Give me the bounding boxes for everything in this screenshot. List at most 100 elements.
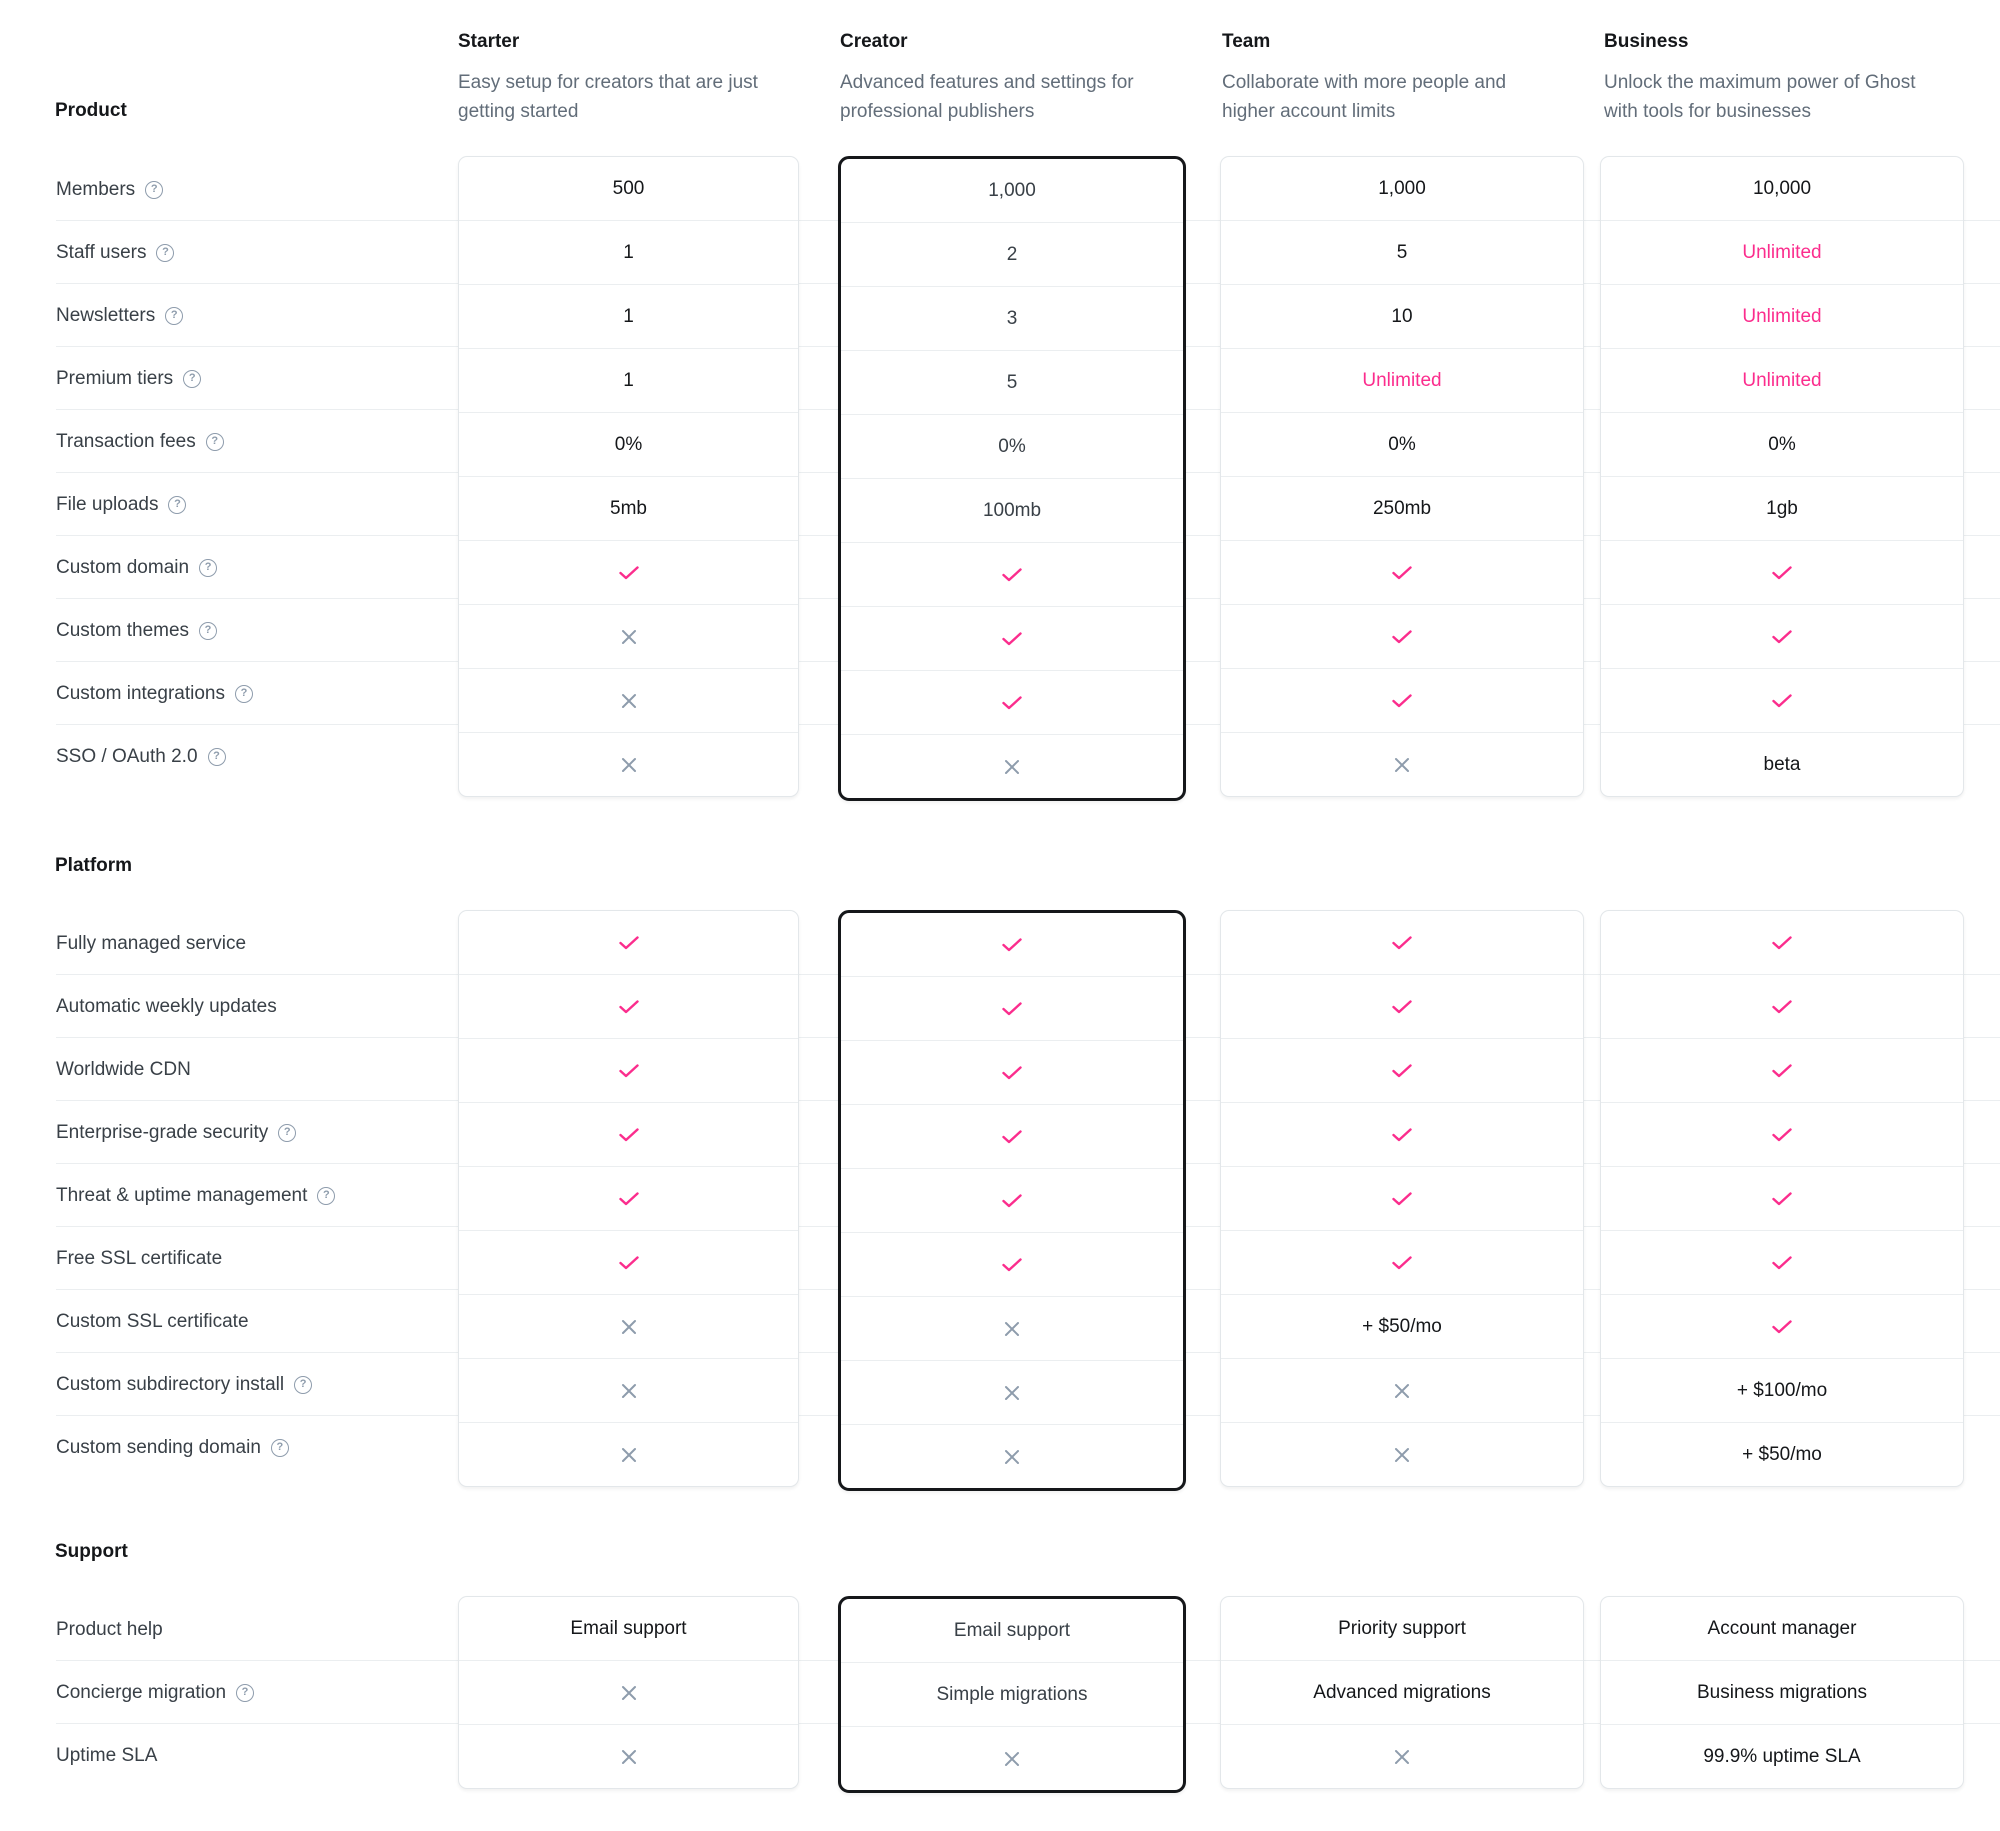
value-cell: beta [1763,753,1801,775]
value-cell: 1 [459,349,798,413]
value-cell [459,911,798,975]
cross-icon [621,629,636,644]
value-cell [1601,1103,1963,1167]
value-cell [841,1105,1183,1169]
value-cell [1221,605,1583,669]
plan-header-creator: Creator Advanced features and settings f… [840,30,1180,126]
plan-column-starter: 500 1 1 1 0% 5mb [458,156,799,797]
feature-row: Enterprise-grade security? [56,1101,2000,1164]
plan-column-creator: Email support Simple migrations [838,1596,1186,1793]
value-cell: 0% [841,415,1183,479]
feature-labels: Members? Staff users? Newsletters? Premium … [56,158,2000,788]
section-title-support: Support [55,1541,128,1562]
value-cell: 10 [1221,285,1583,349]
check-icon [1772,1255,1792,1269]
value-cell: Email support [841,1599,1183,1663]
value-cell: 5 [841,351,1183,415]
plan-header-business: Business Unlock the maximum power of Gho… [1604,30,1954,126]
check-icon [1002,1193,1022,1207]
value-cell [459,733,798,796]
check-icon [1772,629,1792,643]
feature-labels: Fully managed service Automatic weekly up… [56,912,2000,1479]
check-icon [1392,565,1412,579]
feature-label: Transaction fees [56,430,196,452]
check-icon [1772,1127,1792,1141]
feature-label: Free SSL certificate [56,1247,223,1269]
feature-label: Automatic weekly updates [56,995,277,1017]
feature-label: Worldwide CDN [56,1058,191,1080]
feature-label: Newsletters [56,304,156,326]
value-cell: 5mb [459,477,798,541]
feature-row: Uptime SLA [56,1724,436,1787]
feature-row: Custom sending domain? [56,1416,436,1479]
feature-label: Custom sending domain [56,1436,261,1458]
value-cell: 1 [459,285,798,349]
check-icon [1392,935,1412,949]
help-icon[interactable]: ? [199,621,218,640]
help-icon[interactable]: ? [199,558,218,577]
check-icon [1002,1129,1022,1143]
value-cell: Simple migrations [841,1663,1183,1727]
help-icon[interactable]: ? [165,306,184,325]
value-cell: 0% [1601,413,1963,477]
plan-column-starter: Email support [458,1596,799,1789]
value-cell: 0% [459,413,798,477]
plan-name: Creator [840,31,908,52]
help-icon[interactable]: ? [145,180,164,199]
check-icon [618,1255,639,1269]
help-icon[interactable]: ? [168,495,187,514]
help-icon[interactable]: ? [294,1375,313,1394]
value-cell: Email support [459,1597,798,1661]
value-cell: 5 [1221,221,1583,285]
help-icon[interactable]: ? [317,1186,336,1205]
cross-icon [1005,1449,1019,1464]
plan-column-business: Account manager Business migrations 99.9% … [1600,1596,1964,1789]
value-cell: 2 [841,223,1183,287]
check-icon [618,565,639,579]
feature-row: Worldwide CDN [56,1038,2000,1101]
help-icon[interactable]: ? [156,243,175,262]
cross-icon [621,757,636,772]
value-cell [841,1727,1183,1790]
help-icon[interactable]: ? [205,432,224,451]
feature-label: File uploads [56,493,159,515]
feature-row: Product help [56,1598,2000,1661]
value-cell [459,605,798,669]
feature-label: Custom themes [56,619,190,641]
feature-label: Uptime SLA [56,1744,158,1766]
value-cell [459,1725,798,1788]
value-cell: 10,000 [1601,157,1963,221]
value-cell: Unlimited [1221,349,1583,413]
value-cell [1601,1295,1963,1359]
help-icon[interactable]: ? [236,1683,255,1702]
check-icon [1002,567,1022,581]
help-icon[interactable]: ? [207,747,226,766]
value-cell [459,1167,798,1231]
help-icon[interactable]: ? [183,369,202,388]
value-cell [459,1103,798,1167]
value-cell [1601,1231,1963,1295]
value-cell: 1,000 [1221,157,1583,221]
feature-row: Members? [56,158,2000,221]
help-icon[interactable]: ? [234,684,253,703]
feature-label: Premium tiers [56,367,174,389]
value-cell [1601,911,1963,975]
plan-column-team: + $50/mo [1220,910,1584,1487]
feature-label: Threat & uptime management [56,1184,308,1206]
feature-row: Premium tiers? [56,347,2000,410]
cross-icon [1005,1751,1019,1766]
cross-icon [1005,1385,1019,1400]
help-icon[interactable]: ? [270,1438,289,1457]
plan-header-team: Team Collaborate with more people and hig… [1222,30,1562,126]
help-icon[interactable]: ? [278,1123,297,1142]
cross-icon [621,693,636,708]
feature-row: Staff users? [56,221,2000,284]
feature-label: Custom subdirectory install [56,1373,285,1395]
value-cell [459,1039,798,1103]
value-cell [1221,669,1583,733]
value-cell [841,1297,1183,1361]
check-icon [1392,999,1412,1013]
feature-label: Custom SSL certificate [56,1310,249,1332]
value-cell [1601,1167,1963,1231]
check-icon [1772,565,1792,579]
